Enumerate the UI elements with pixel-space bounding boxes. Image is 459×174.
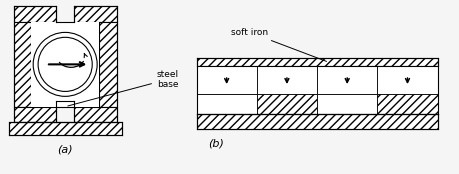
- Bar: [196, 114, 437, 129]
- Text: (a): (a): [57, 144, 73, 154]
- Text: soft iron: soft iron: [231, 28, 326, 61]
- Bar: [377, 94, 437, 114]
- Bar: [13, 107, 56, 122]
- Bar: [74, 6, 117, 22]
- Bar: [99, 22, 117, 107]
- Bar: [31, 22, 99, 107]
- Bar: [13, 6, 56, 22]
- Circle shape: [33, 32, 97, 96]
- Bar: [56, 101, 74, 107]
- Bar: [196, 66, 257, 94]
- Bar: [377, 66, 437, 94]
- Bar: [196, 58, 437, 66]
- Bar: [196, 94, 257, 114]
- Bar: [317, 66, 377, 94]
- Bar: [74, 107, 117, 122]
- Bar: [31, 22, 99, 107]
- Circle shape: [38, 37, 92, 91]
- Text: (b): (b): [208, 138, 224, 148]
- Bar: [9, 122, 122, 135]
- Bar: [257, 94, 317, 114]
- Bar: [317, 94, 377, 114]
- Bar: [13, 22, 31, 107]
- Text: steel
base: steel base: [68, 70, 179, 106]
- Bar: [257, 66, 317, 94]
